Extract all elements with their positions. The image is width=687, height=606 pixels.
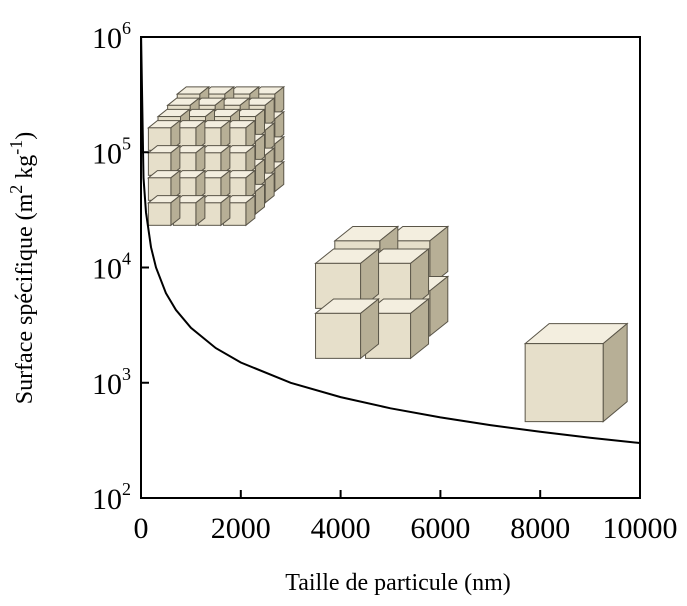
single-large-cube <box>523 322 629 423</box>
cube <box>196 169 232 202</box>
cube <box>146 144 182 177</box>
eight-medium-cubes <box>314 225 450 360</box>
x-axis-ticks: 0 2000 4000 6000 8000 10000 <box>134 490 678 545</box>
y-axis-ticks: 102 103 104 105 106 <box>92 18 149 516</box>
y-tick-label: 104 <box>92 249 131 286</box>
y-tick-label: 106 <box>92 18 131 55</box>
cube <box>523 322 629 423</box>
many-small-cubes <box>146 85 286 227</box>
cube <box>314 297 380 360</box>
specific-surface-curve <box>140 36 641 444</box>
cube <box>221 194 257 227</box>
y-tick-label: 103 <box>92 364 131 401</box>
y-tick-label: 102 <box>92 479 131 516</box>
cube-illustrations <box>146 85 629 423</box>
y-tick-label: 105 <box>92 133 131 170</box>
cube <box>146 169 182 202</box>
x-tick-label: 6000 <box>410 512 470 545</box>
cube <box>146 194 182 227</box>
x-axis-title: Taille de particule (nm) <box>285 570 511 596</box>
x-tick-label: 2000 <box>211 512 271 545</box>
x-tick-label: 10000 <box>603 512 678 545</box>
x-tick-label: 4000 <box>311 512 371 545</box>
cube <box>146 119 182 152</box>
x-tick-label: 0 <box>134 512 149 545</box>
y-axis-title: Surface spécifique (m2 kg-1) <box>6 132 38 405</box>
x-tick-label: 8000 <box>510 512 570 545</box>
